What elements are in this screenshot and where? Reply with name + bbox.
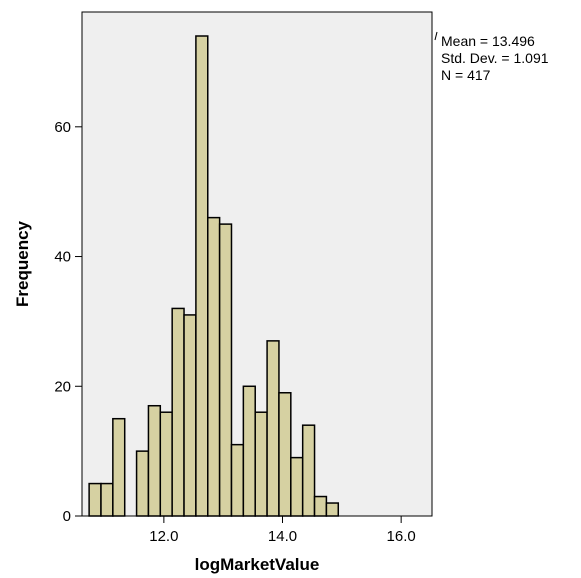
histogram-bar <box>230 443 245 517</box>
histogram-bar <box>100 482 114 517</box>
histogram-bar <box>218 223 233 517</box>
histogram-bar <box>254 411 268 517</box>
stats-std-dev: Std. Dev. = 1.091 <box>441 50 549 66</box>
stats-marker <box>434 31 438 41</box>
histogram-bar <box>112 417 126 517</box>
histogram-bar <box>88 482 102 517</box>
x-axis-title: logMarketValue <box>195 555 320 574</box>
histogram-bar <box>290 456 304 517</box>
y-axis: 0 20 40 60 <box>54 119 82 525</box>
bars-group <box>88 35 340 517</box>
y-tick-label: 0 <box>63 508 71 525</box>
stats-mean: Mean = 13.496 <box>441 33 535 49</box>
histogram-bar <box>278 392 292 517</box>
histogram-bar <box>207 216 221 517</box>
histogram-bar <box>195 35 209 517</box>
histogram-bar <box>159 411 173 517</box>
y-tick-label: 60 <box>54 119 71 136</box>
histogram-bar <box>135 450 150 517</box>
x-axis: 12.0 14.0 16.0 <box>149 516 416 545</box>
stats-box: Mean = 13.496 Std. Dev. = 1.091 N = 417 <box>434 31 549 83</box>
x-tick-label: 14.0 <box>268 528 297 545</box>
x-tick-label: 12.0 <box>149 528 178 545</box>
y-tick-label: 40 <box>54 249 71 266</box>
y-axis-title: Frequency <box>13 220 32 307</box>
histogram-bar <box>171 307 185 517</box>
x-tick-label: 16.0 <box>387 528 416 545</box>
histogram-bar <box>301 424 316 517</box>
histogram-bar <box>325 502 340 517</box>
y-tick-label: 20 <box>54 378 71 395</box>
histogram-bar <box>313 495 328 517</box>
histogram-bar <box>266 340 280 517</box>
histogram-bar <box>147 404 162 517</box>
histogram-bar <box>183 314 197 517</box>
stats-n: N = 417 <box>441 67 491 83</box>
histogram-bar <box>242 385 256 517</box>
